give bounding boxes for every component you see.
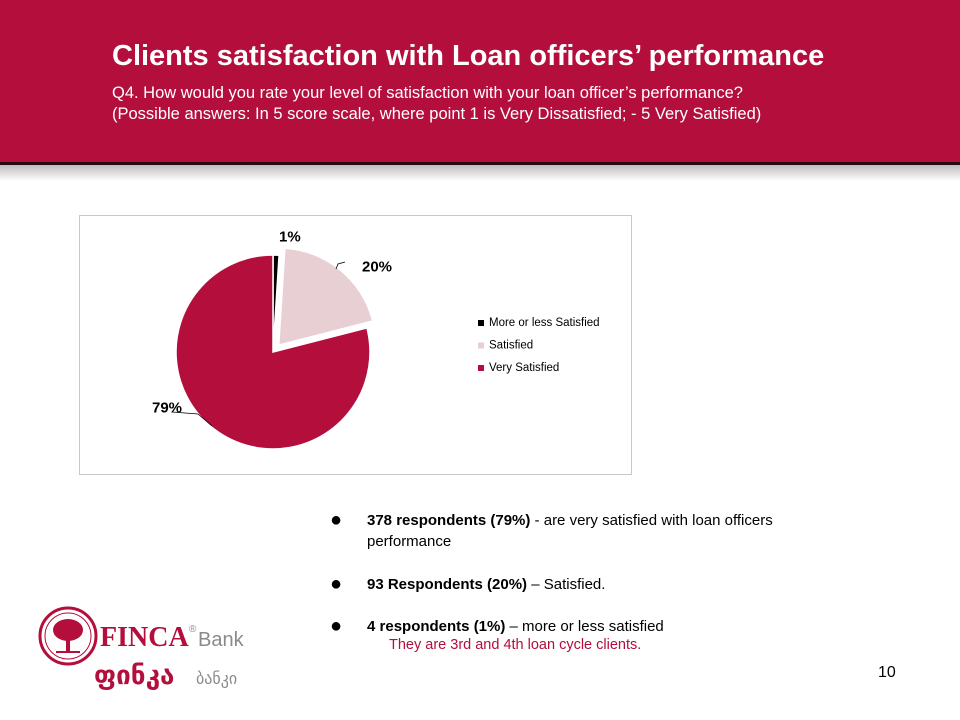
data-label-leader-line [171,411,213,427]
finding-item: ● 4 respondents (1%) – more or less sati… [330,616,837,637]
logo-wordmark-suffix: Bank [198,629,245,651]
pie-slice-more-or-less-satisfied [272,254,280,353]
pie-data-label: 1% [279,229,301,246]
finding-item: ● 378 respondents (79%) - are very satis… [330,510,800,552]
legend-swatch [478,320,484,326]
pie-chart: 1% 20% 79% More or less Satisfied Satisfied V… [152,229,600,450]
finding-highlight: 4 respondents (1%) [367,618,506,635]
pie-data-label: 20% [362,259,392,276]
slide-title: Clients satisfaction with Loan officers’… [112,40,825,72]
registered-mark: ® [189,624,197,635]
legend-entry-label: More or less Satisfied [489,317,600,329]
answers-note: (Possible answers: In 5 score scale, whe… [112,105,762,123]
slide-subtitle: Q4. How would you rate your level of sat… [112,83,761,125]
logo-wordmark: FINCA [100,622,189,653]
bullet-dot-icon: ● [330,615,343,637]
cycle-note: They are 3rd and 4th loan cycle clients. [389,637,642,653]
bullet-dot-icon: ● [330,509,343,531]
legend-entry-label: Satisfied [489,340,533,352]
finding-highlight: 93 Respondents (20%) [367,576,528,593]
finding-item: ● 93 Respondents (20%) – Satisfied. [330,574,837,595]
finca-logo: FINCA ® Bank ფინკა ბანკი [38,606,245,691]
tree-logo-icon [38,606,98,666]
legend-entry-label: Very Satisfied [489,362,559,374]
header-divider [0,162,960,165]
pie-slice-satisfied [277,247,374,347]
legend-swatch [478,365,484,371]
pie-slice-very-satisfied [175,254,371,450]
logo-georgian-suffix: ბანკი [196,669,237,688]
logo-georgian-wordmark: ფინკა [94,661,174,691]
pie-chart-frame: 1% 20% 79% More or less Satisfied Satisfied V… [79,215,632,475]
data-label-leader-line [335,261,346,270]
legend-swatch [478,342,484,349]
finding-text: – more or less satisfied [505,618,664,635]
finding-text: – Satisfied. [527,576,606,593]
question-text: Q4. How would you rate your level of sat… [112,84,743,102]
finding-highlight: 378 respondents (79%) [367,512,531,529]
page-number: 10 [878,664,896,681]
header-shadow [0,165,960,181]
bullet-dot-icon: ● [330,573,343,595]
header-band [0,0,960,162]
finding-text: - are very satisfied with loan officers … [367,512,773,550]
pie-data-label: 79% [152,400,182,417]
